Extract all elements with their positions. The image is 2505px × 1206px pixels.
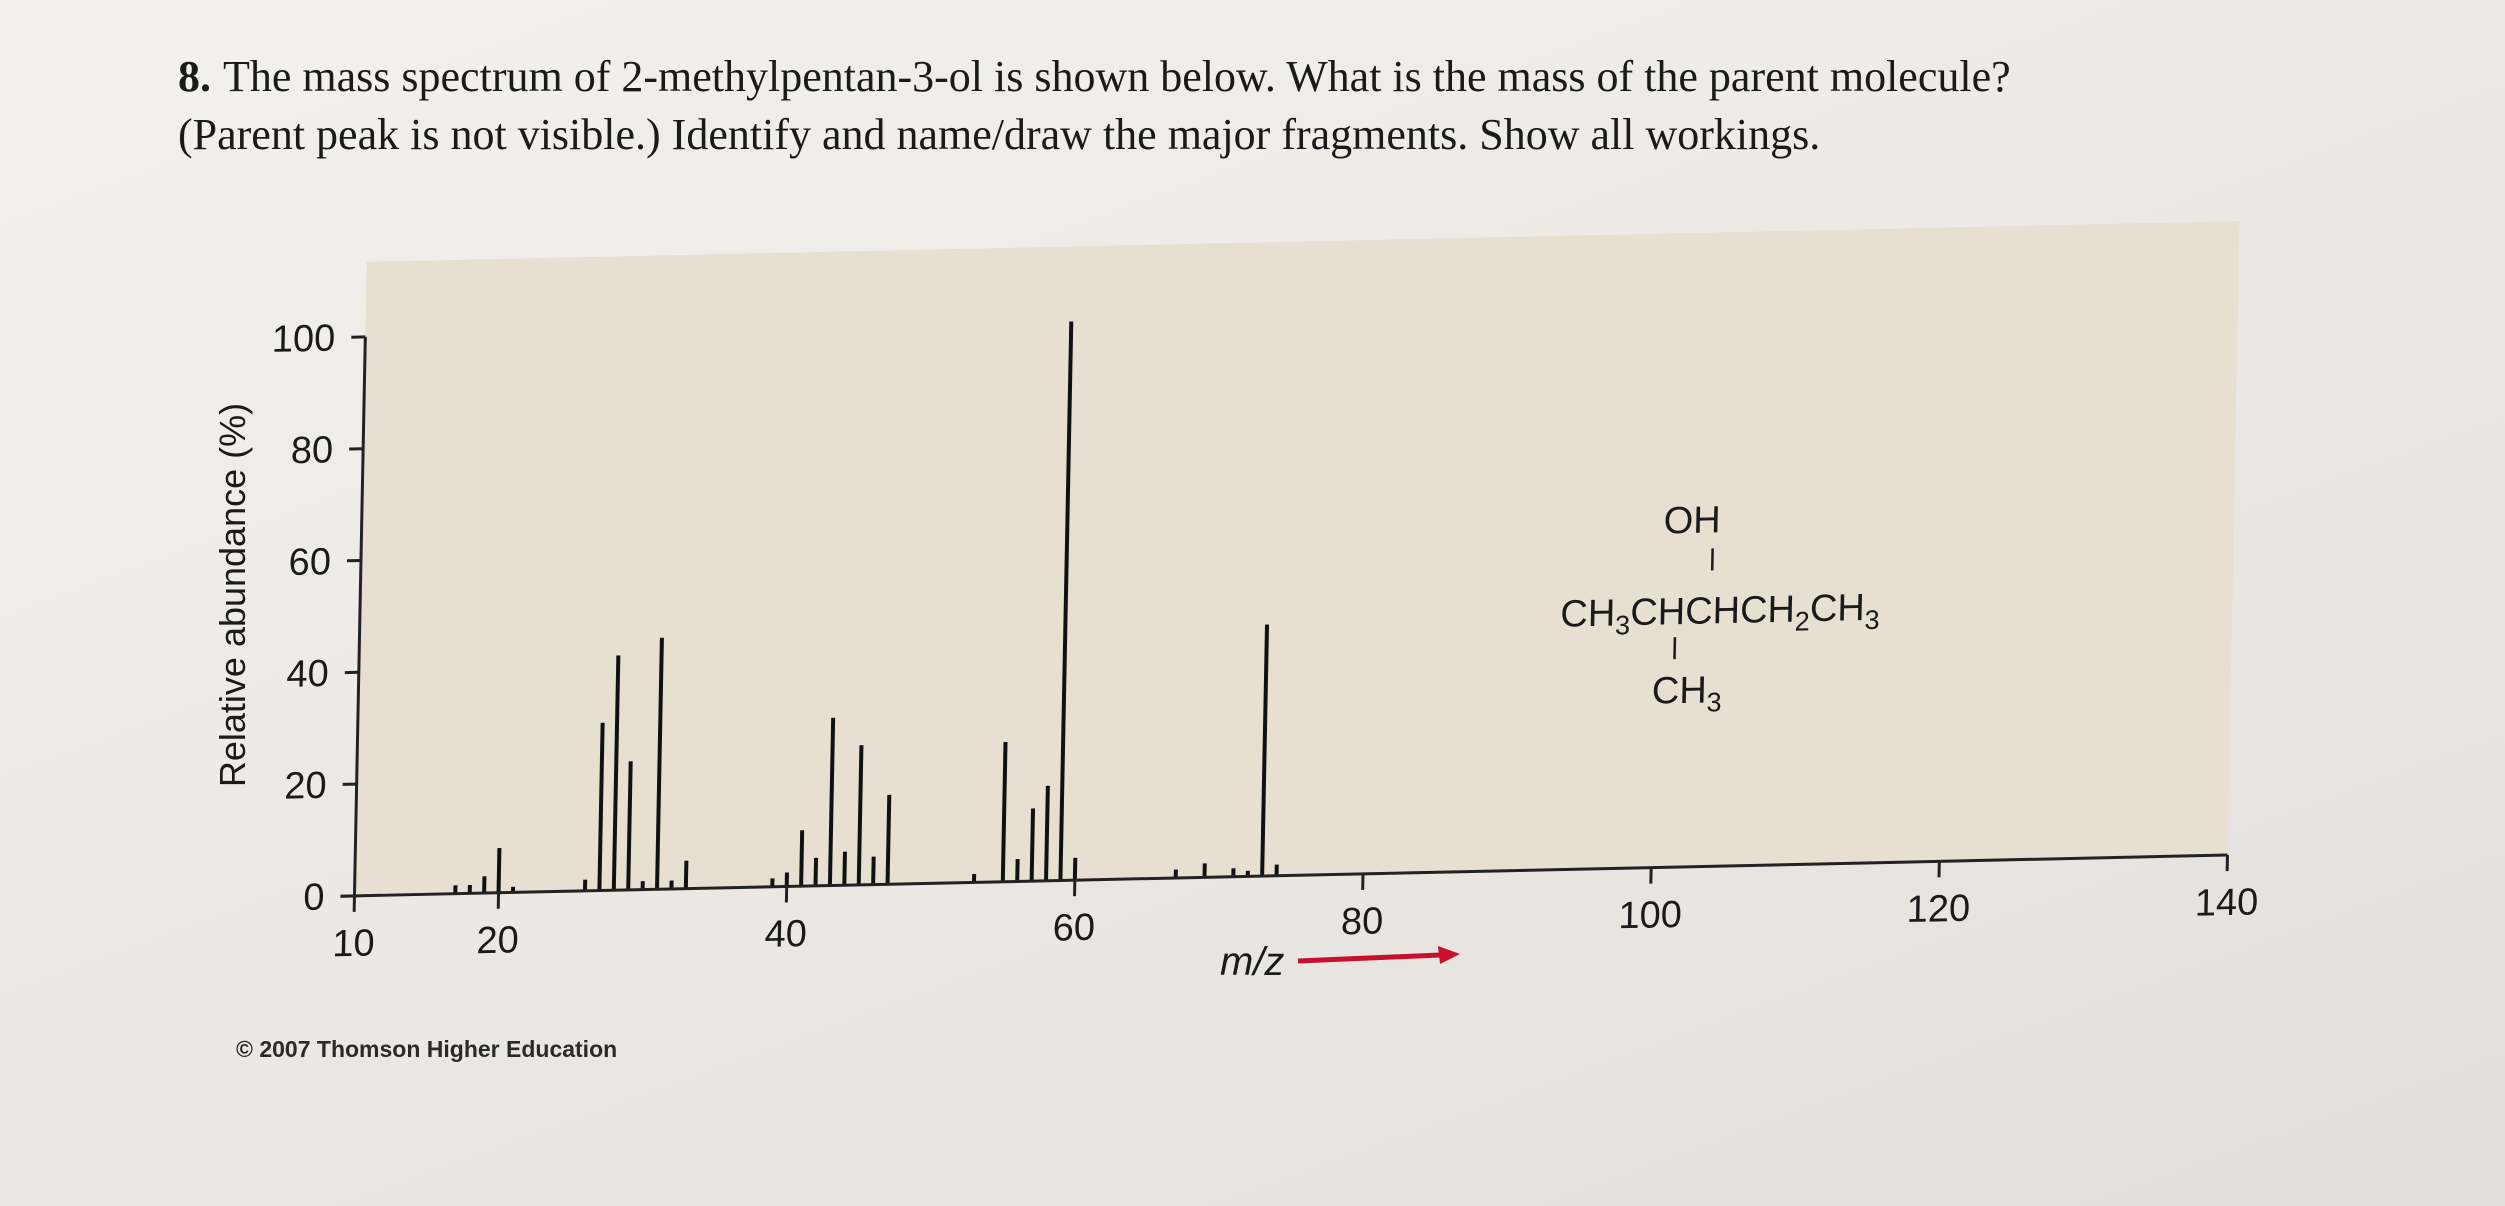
chain-sub-3: 3 (1864, 605, 1880, 635)
x-tick-label-120: 120 (1906, 888, 1970, 931)
main-chain: CH3CHCHCH2CH3 (1560, 587, 1880, 642)
chain-end: CH (1810, 587, 1866, 630)
peak-mz-42 (813, 857, 819, 886)
peak-mz-27 (597, 722, 605, 891)
x-tick-label-80: 80 (1341, 900, 1384, 943)
chain-mid: CHCHCH (1630, 589, 1795, 635)
peak-mz-43 (827, 717, 836, 886)
methyl-group: CH3 (1651, 669, 1722, 719)
peak-mz-45 (856, 745, 864, 885)
question-line-2: (Parent peak is not visible.) Identify a… (178, 110, 1821, 159)
y-tick-label-100: 100 (271, 318, 335, 361)
peak-mz-57 (1029, 808, 1036, 882)
y-axis (352, 336, 367, 896)
chain-sub-1: 3 (1615, 610, 1631, 640)
peak-mz-28 (611, 655, 621, 891)
peak-mz-44 (842, 851, 847, 886)
x-tick-label-100: 100 (1618, 894, 1682, 937)
methyl-sub: 3 (1706, 687, 1722, 717)
oh-label: OH (1663, 499, 1721, 542)
ticks-layer: 0 20 40 60 80 100 10 20 40 60 80 100 120 140 (271, 318, 2258, 966)
x-tick-label-140: 140 (2194, 881, 2258, 924)
question-line-1-text: The mass spectrum of 2-methylpentan-3-ol… (223, 52, 2011, 101)
y-tick-label-40: 40 (286, 653, 329, 696)
x-axis (340, 853, 2228, 898)
peak-mz-46 (871, 856, 876, 885)
y-tick-label-80: 80 (290, 429, 333, 472)
methyl-label: CH (1651, 669, 1707, 712)
mz-arrow-icon (1438, 946, 1460, 964)
question-text: 8. The mass spectrum of 2-methylpentan-3-… (178, 48, 2428, 164)
question-line-1: 8. The mass spectrum of 2-methylpentan-3-… (178, 48, 2428, 106)
peaks-layer (453, 321, 1279, 894)
peak-mz-59 (1058, 321, 1074, 881)
chain-prefix: CH (1560, 593, 1616, 636)
y-tick-label-60: 60 (288, 541, 331, 584)
peak-mz-41 (799, 830, 805, 887)
chain-sub-2: 2 (1794, 606, 1810, 636)
mz-arrow-line (1297, 952, 1441, 964)
peak-mz-58 (1044, 785, 1050, 881)
peak-mz-47 (885, 794, 892, 885)
peak-mz-33 (683, 860, 689, 889)
question-number: 8. (178, 52, 211, 101)
x-axis-label: m/z (1220, 940, 1284, 984)
x-tick-label-20: 20 (476, 919, 519, 962)
x-tick-label-60: 60 (1052, 907, 1095, 950)
y-tick-label-20: 20 (284, 765, 327, 808)
copyright-notice: © 2007 Thomson Higher Education (236, 1036, 618, 1062)
plot-area (354, 221, 2240, 896)
peak-mz-73 (1260, 624, 1270, 877)
peak-mz-29 (626, 761, 633, 890)
peak-mz-55 (1000, 741, 1008, 882)
peak-mz-20 (496, 847, 502, 893)
y-axis-label: Relative abundance (%) (212, 403, 253, 787)
peak-mz-31 (655, 637, 664, 890)
x-tick-label-10: 10 (332, 922, 375, 965)
y-tick-label-0: 0 (303, 877, 325, 919)
x-tick-label-40: 40 (764, 913, 807, 956)
structure-formula: OH CH3CHCHCH2CH3 CH3 (1560, 499, 1880, 719)
